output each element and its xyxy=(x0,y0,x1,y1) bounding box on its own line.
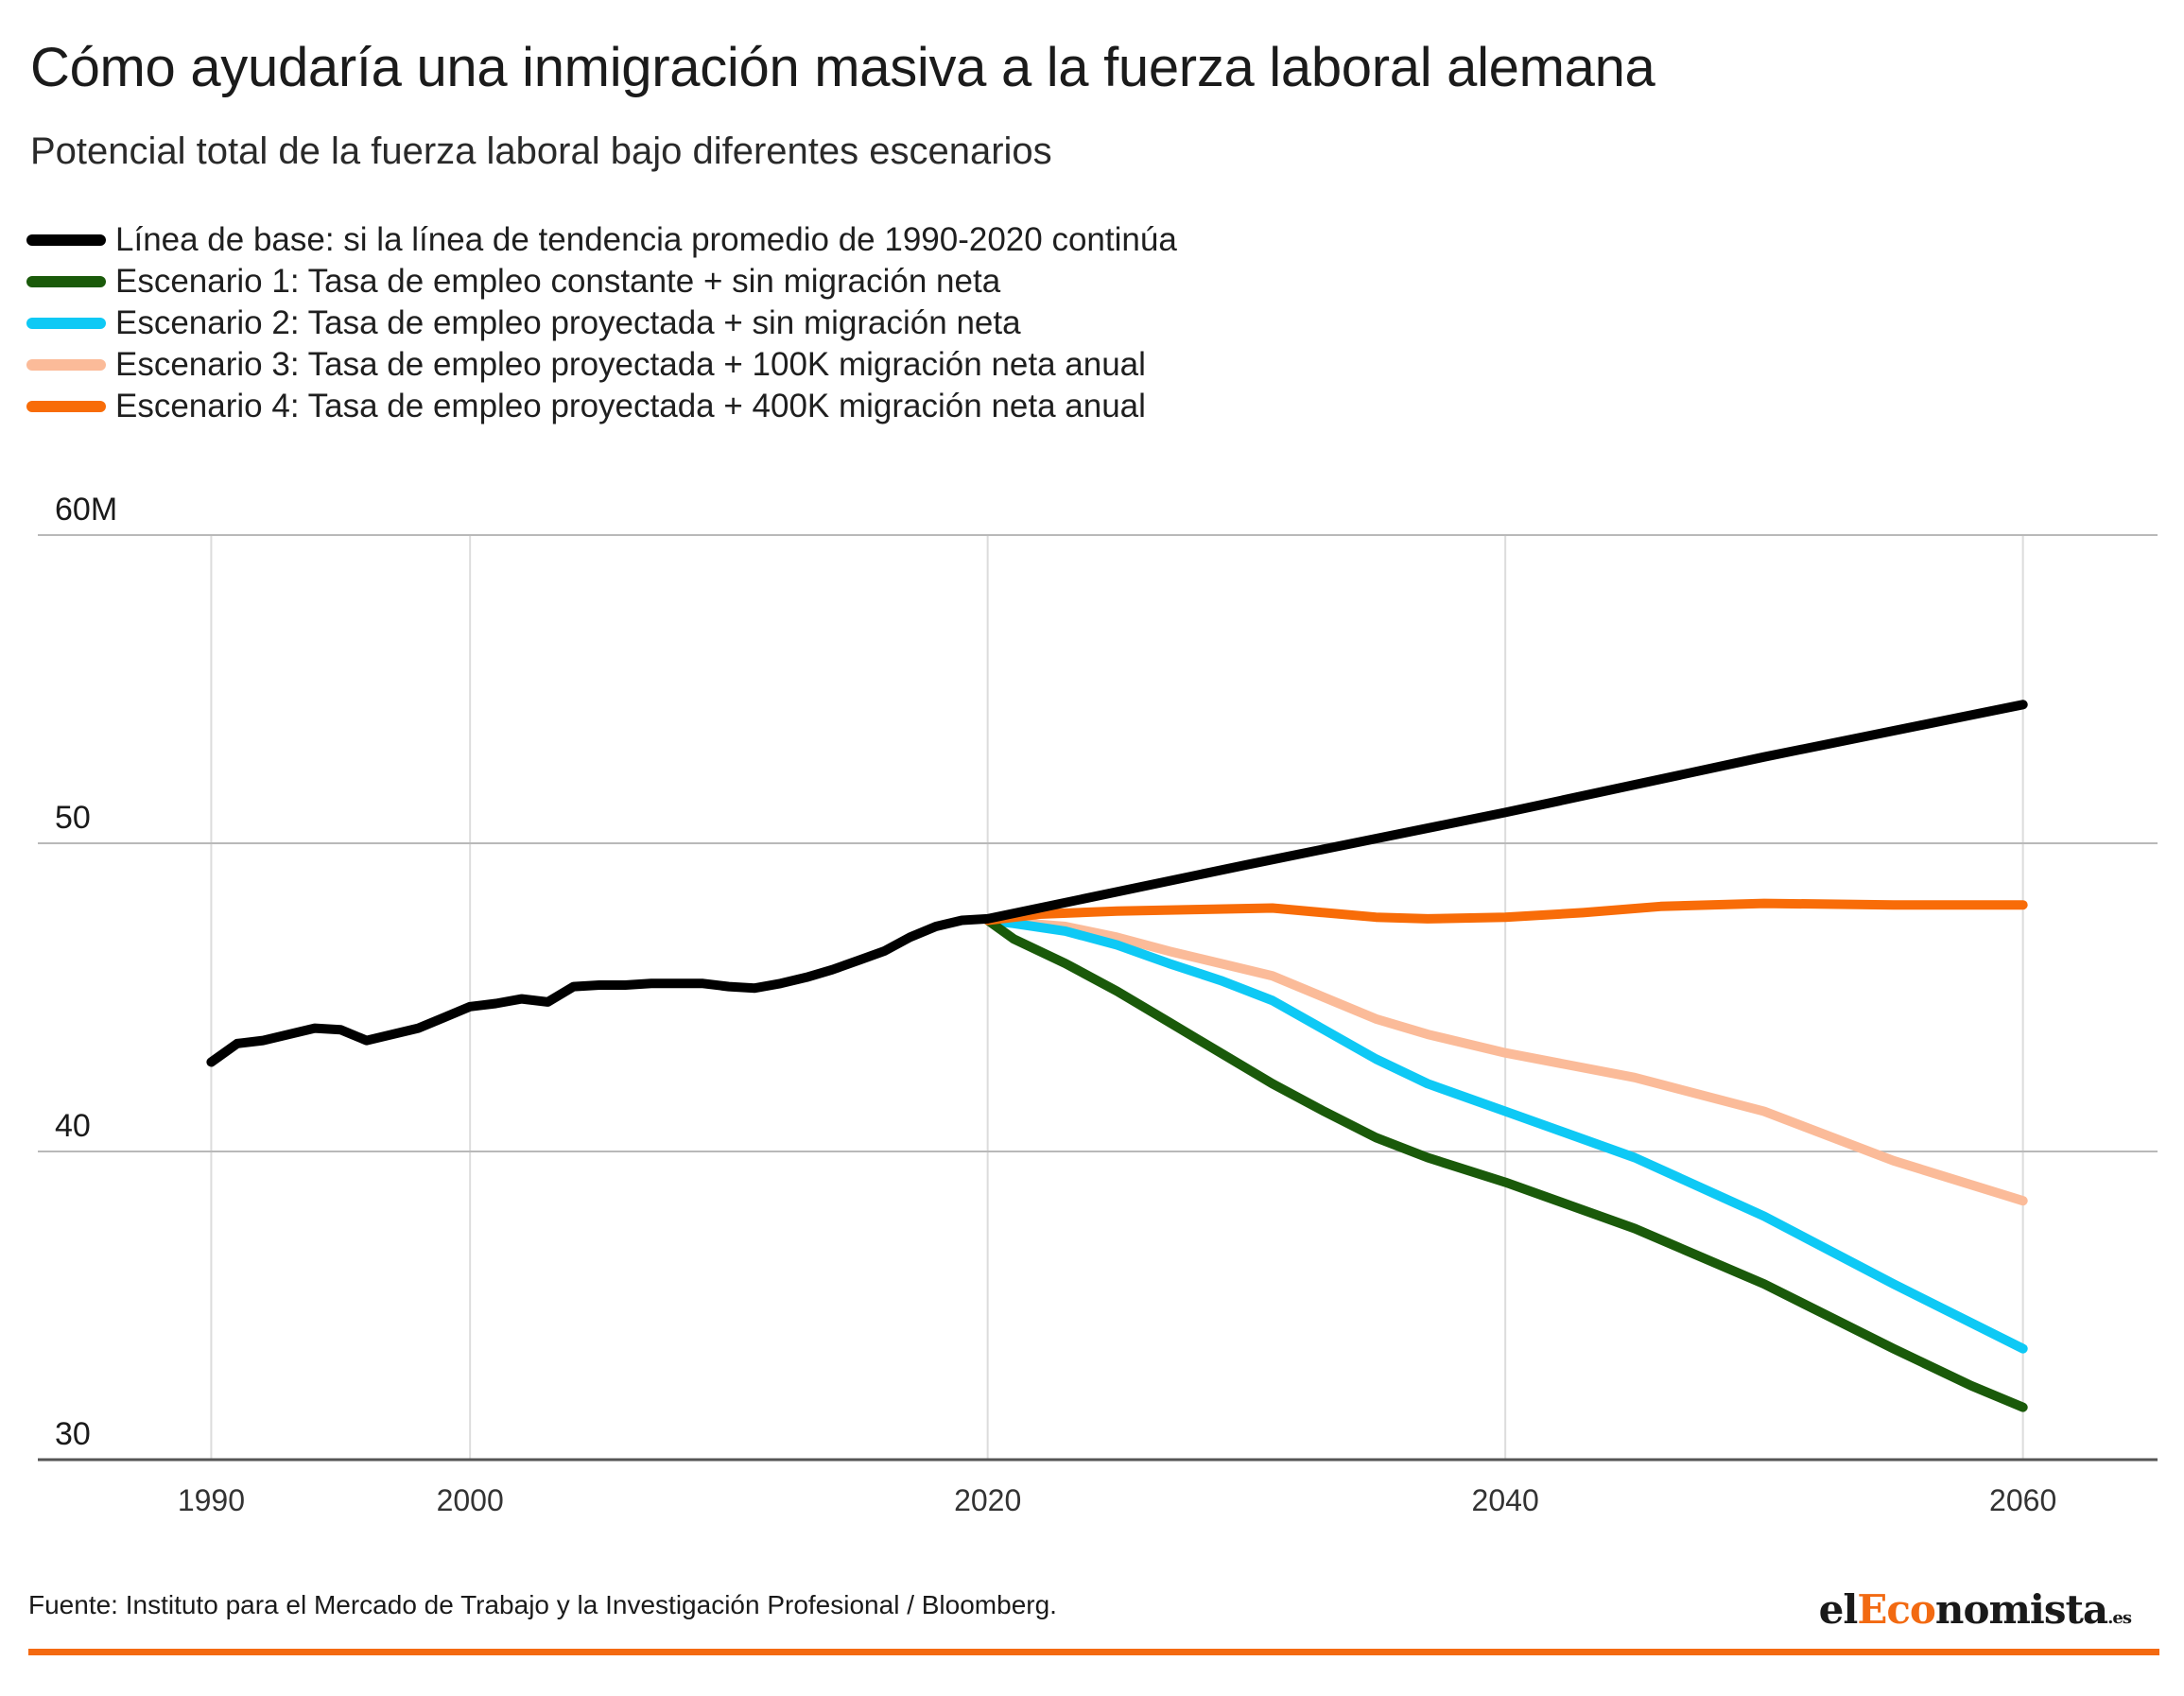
legend-item-scenario-1: Escenario 1: Tasa de empleo constante + … xyxy=(26,261,1177,303)
legend-label-scenario-4: Escenario 4: Tasa de empleo proyectada +… xyxy=(115,388,1146,424)
source-note: Fuente: Instituto para el Mercado de Tra… xyxy=(28,1590,1057,1619)
y-tick-label-40: 40 xyxy=(55,1108,91,1144)
logo-prefix: el xyxy=(1818,1586,1859,1633)
vertical-gridlines xyxy=(210,535,2024,1460)
logo-accent: Eco xyxy=(1857,1586,1936,1633)
legend-label-scenario-1: Escenario 1: Tasa de empleo constante + … xyxy=(115,263,1001,300)
horizontal-gridlines xyxy=(38,534,2158,1462)
x-tick-label-1990: 1990 xyxy=(178,1483,245,1517)
chart-title: Cómo ayudaría una inmigración masiva a l… xyxy=(30,37,1655,98)
x-tick-label-2040: 2040 xyxy=(1472,1483,1539,1517)
x-tick-label-2000: 2000 xyxy=(437,1483,504,1517)
legend-label-scenario-3: Escenario 3: Tasa de empleo proyectada +… xyxy=(115,346,1146,383)
legend-label-scenario-2: Escenario 2: Tasa de empleo proyectada +… xyxy=(115,304,1021,341)
brand-logo[interactable]: elEconomista.es xyxy=(1818,1586,2132,1633)
legend-swatch-scenario-2 xyxy=(26,318,106,329)
series-lines xyxy=(206,700,2028,1412)
series-line-0 xyxy=(206,700,2028,1067)
chart-subtitle: Potencial total de la fuerza laboral baj… xyxy=(30,130,1052,172)
legend-swatch-scenario-3 xyxy=(26,359,106,371)
legend-swatch-scenario-4 xyxy=(26,401,106,412)
logo-main: nomista xyxy=(1934,1586,2108,1633)
logo-suffix: .es xyxy=(2107,1608,2132,1628)
legend-swatch-baseline xyxy=(26,234,106,246)
y-tick-label-50: 50 xyxy=(55,800,91,836)
legend: Línea de base: si la línea de tendencia … xyxy=(26,219,1177,427)
series-line-1 xyxy=(982,915,2028,1412)
y-tick-label-60: 60M xyxy=(55,492,117,528)
y-axis: 30 40 50 60M xyxy=(55,492,117,1452)
legend-item-scenario-3: Escenario 3: Tasa de empleo proyectada +… xyxy=(26,344,1177,386)
series-line-4 xyxy=(982,898,2028,926)
legend-item-scenario-2: Escenario 2: Tasa de empleo proyectada +… xyxy=(26,303,1177,344)
y-tick-label-30: 30 xyxy=(55,1416,91,1452)
legend-item-baseline: Línea de base: si la línea de tendencia … xyxy=(26,219,1177,261)
legend-item-scenario-4: Escenario 4: Tasa de empleo proyectada +… xyxy=(26,386,1177,427)
x-axis: 1990 2000 2020 2040 2060 xyxy=(178,1483,2056,1517)
x-tick-label-2060: 2060 xyxy=(1989,1483,2056,1517)
legend-label-baseline: Línea de base: si la línea de tendencia … xyxy=(115,221,1177,258)
x-tick-label-2020: 2020 xyxy=(954,1483,1021,1517)
footer-rule xyxy=(28,1649,2159,1655)
legend-swatch-scenario-1 xyxy=(26,276,106,287)
series-line-3 xyxy=(982,915,2028,1206)
series-line-2 xyxy=(982,915,2028,1354)
